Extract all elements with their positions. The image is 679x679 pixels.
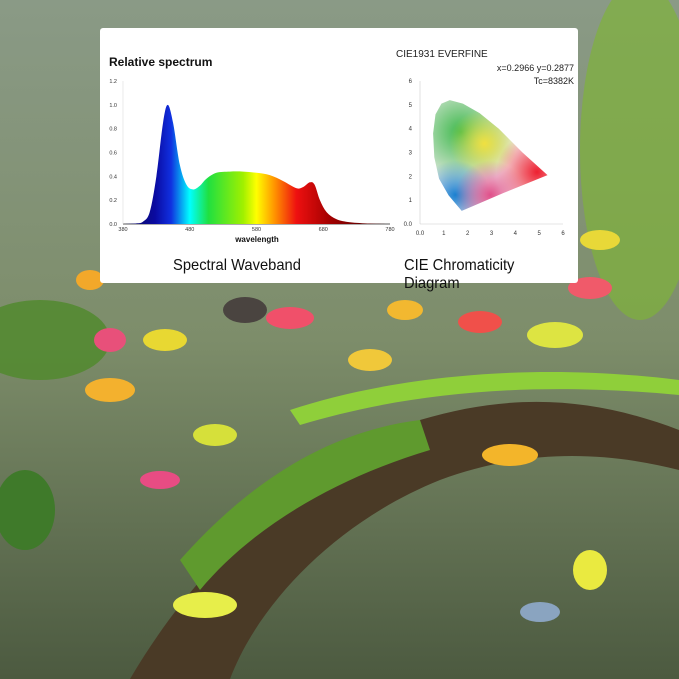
cie-x-tick: 0.0 [416, 231, 425, 237]
cie-y-tick: 3 [409, 151, 413, 157]
cie-y-tick: 6 [409, 79, 413, 85]
spectrum-x-tick: 580 [252, 227, 261, 233]
spectrum-title: Relative spectrum [109, 55, 212, 69]
spectrum-y-tick: 0.2 [109, 198, 117, 204]
cie-x-tick: 2 [466, 231, 470, 237]
spectrum-area [123, 104, 390, 224]
cie-y-tick: 5 [409, 103, 413, 109]
cie-y-tick: 2 [409, 174, 413, 180]
cie-x-tick: 3 [490, 231, 494, 237]
spectral-waveband-caption: Spectral Waveband [173, 257, 301, 274]
cie-coordinates: x=0.2966 y=0.2877 [497, 63, 574, 73]
spectrum-y-tick: 0.6 [109, 151, 117, 157]
charts-svg: Relative spectrum 380 480 580 680 780 0.0 0.2 0… [109, 49, 574, 244]
cie-x-tick: 1 [442, 231, 446, 237]
cie-y-tick: 0.0 [404, 222, 413, 228]
spectrum-x-tick: 480 [185, 227, 194, 233]
spectrum-x-tick: 780 [385, 227, 394, 233]
spectrum-y-tick: 1.2 [109, 79, 117, 85]
fish [76, 230, 620, 622]
cie-x-tick: 4 [514, 231, 518, 237]
spectrum-y-tick: 1.0 [109, 103, 117, 109]
cie-x-tick: 5 [537, 231, 541, 237]
cie-y-tick: 1 [409, 198, 413, 204]
cie-color-temperature: Tc=8382K [534, 76, 574, 86]
cie-gamut [433, 100, 548, 211]
spectrum-x-tick: 680 [319, 227, 328, 233]
chart-panel: Relative spectrum 380 480 580 680 780 0.0 0.2 0… [100, 28, 578, 292]
spectrum-x-tick: 380 [118, 227, 127, 233]
cie-y-tick: 4 [409, 127, 413, 133]
cie-diagram-caption: CIE Chromaticity Diagram [404, 257, 515, 292]
spectrum-y-tick: 0.8 [109, 127, 117, 133]
cie-title: CIE1931 EVERFINE [396, 49, 488, 60]
spectrum-xlabel: wavelength [234, 235, 279, 244]
spectrum-y-tick: 0.0 [109, 222, 117, 228]
spectrum-y-tick: 0.4 [109, 174, 117, 180]
cie-x-tick: 6 [561, 231, 565, 237]
